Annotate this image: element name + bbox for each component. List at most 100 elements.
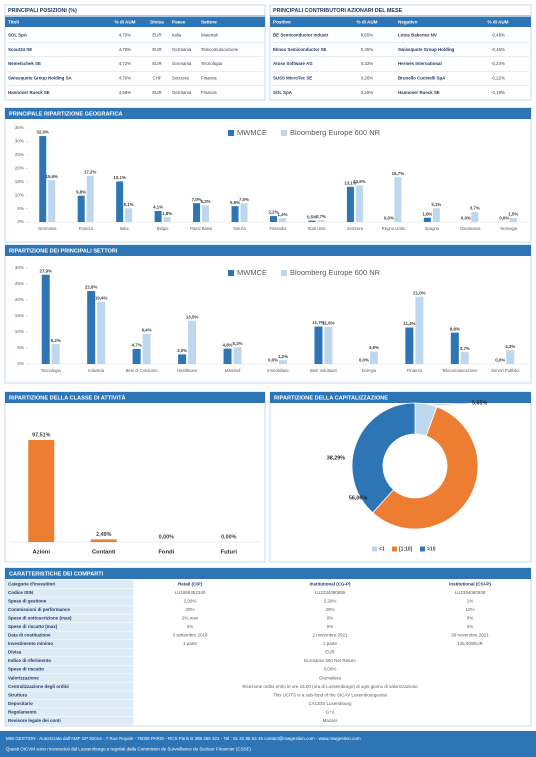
x-tick-label: Energia (362, 368, 377, 373)
positions-cell: Swissquote Group Holding SA (8, 76, 72, 81)
x-tick-label: Stati Uniti (308, 226, 326, 231)
cell: 125 000EUR (457, 641, 484, 646)
cell: 2 novembre 2021 (312, 633, 348, 638)
contributors-header-bar (270, 17, 531, 27)
positions-cell: EUR (152, 32, 161, 37)
chart-3-title: RIPARTIZIONE DELLA CAPITALIZZAZIONE (274, 395, 388, 401)
value-label: 4,3% (505, 344, 515, 349)
x-tick-label: Finlandia (270, 226, 288, 231)
contributors-column-header: % di AUM (356, 19, 377, 24)
bar (178, 354, 187, 364)
positions-cell: Finanza (201, 90, 217, 95)
y-tick-label: 5% (17, 345, 24, 350)
positions-cell: 4,59% (119, 90, 132, 95)
value-label: 32,0% (37, 130, 50, 135)
bar (116, 181, 124, 222)
cell: 1 parte (183, 641, 198, 646)
cell: 0% (187, 624, 194, 629)
value-label: 0,0% (461, 216, 471, 221)
contributors-cell: Atoss Software AG (273, 61, 313, 66)
positions-column-header: Paese (172, 19, 186, 24)
bar (41, 274, 50, 364)
row-label: Codice ISIN (8, 590, 33, 595)
bar (415, 296, 424, 364)
characteristics-title: CARATTERISTICHE DEI COMPARTI (9, 571, 104, 577)
value-label: 4,8% (223, 342, 233, 347)
footer-line: MW GESTION - Autorizzata dall'AMF GP 920… (6, 736, 361, 741)
bar (394, 177, 402, 222)
bar (405, 327, 414, 364)
value-label: 5,9% (230, 200, 240, 205)
slice (351, 402, 416, 514)
x-tick-label: Tecnologia (41, 368, 62, 373)
cell: CACEIS Luxembourg (308, 701, 352, 706)
positions-column-header: Divisa (150, 19, 164, 24)
x-tick-label: Azioni (33, 550, 51, 556)
value-label: 0,5% (307, 214, 317, 219)
legend-label: MWMCE (237, 268, 267, 277)
value-label: 2,49% (96, 532, 111, 538)
positions-column-header: Settore (201, 19, 217, 24)
bar (51, 344, 60, 364)
value-label: 0,7% (316, 214, 326, 219)
value-label: 5,65% (472, 400, 487, 406)
contributors-cell: BE Semiconductor Industr (273, 32, 329, 37)
cell: LU1868452340 (175, 590, 206, 595)
value-label: 6,2% (201, 199, 211, 204)
cell: LU2334080939 (455, 590, 486, 595)
footer-bar (0, 731, 536, 757)
cell: EUR (325, 650, 335, 655)
legend-swatch (281, 130, 287, 136)
positions-cell: Germania (172, 90, 192, 95)
bar (355, 185, 363, 222)
bar (314, 326, 323, 364)
row-label: Regolamento (8, 709, 37, 714)
contributors-cell: -0,24% (491, 61, 505, 66)
x-tick-label: Italia (120, 226, 130, 231)
bar (86, 175, 94, 222)
cell: 1 parte (323, 641, 338, 646)
positions-cell: 4,78% (119, 47, 132, 52)
bar (90, 539, 117, 542)
cell: 0% (327, 616, 334, 621)
cell: 0% (467, 624, 474, 629)
contributors-cell: -0,46% (491, 47, 505, 52)
value-label: 3,0% (177, 348, 187, 353)
footer-line: Questi OICVM sono riconosciuti dal Lusse… (6, 747, 251, 752)
row-label: Investimento minimo (8, 641, 53, 646)
legend-swatch (228, 130, 234, 136)
value-label: 0,0% (268, 358, 278, 363)
contributors-cell: 0,26% (361, 76, 374, 81)
cell: 20% (185, 607, 194, 612)
positions-header-bar (5, 17, 265, 27)
positions-cell: EUR (152, 90, 161, 95)
bar (202, 205, 210, 222)
leader-line (432, 402, 470, 406)
value-label: 11,7% (312, 320, 324, 325)
value-label: 0,00% (159, 534, 174, 540)
y-tick-label: 30% (15, 265, 24, 270)
cell: 0% (467, 616, 474, 621)
value-label: 7,0% (192, 197, 202, 202)
bar (471, 212, 479, 222)
legend-label: Bloomberg Europe 600 NR (290, 268, 381, 277)
contributors-cell: -0,22% (491, 76, 505, 81)
legend-label: MWMCE (237, 128, 267, 137)
row-label: Valorizzazione (8, 675, 39, 680)
value-label: 1,6% (422, 211, 432, 216)
contributors-cell: 0,32% (361, 61, 374, 66)
value-label: 38,29% (327, 455, 345, 461)
value-label: 1,8% (162, 211, 172, 216)
value-label: 4,1% (153, 205, 163, 210)
bar (270, 216, 277, 222)
value-label: 0,0% (499, 216, 509, 221)
x-tick-label: Telecomunicazione (442, 368, 478, 373)
positions-cell: 4,70% (119, 76, 132, 81)
legend-swatch (392, 546, 397, 552)
value-label: 1,2% (278, 354, 288, 359)
cell: G+2 (326, 709, 335, 714)
value-label: 11,6% (322, 321, 334, 326)
bar (163, 217, 171, 222)
cell: 10% (465, 607, 474, 612)
